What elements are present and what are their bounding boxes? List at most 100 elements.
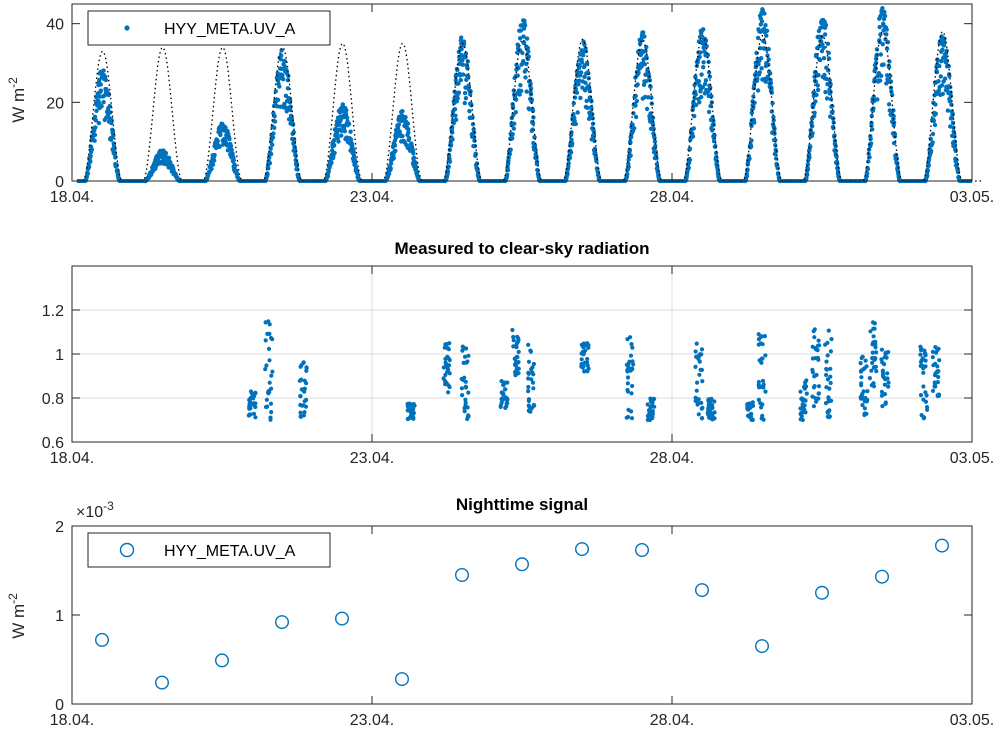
- uv-a-data-point: [340, 102, 345, 107]
- uv-a-data-point: [583, 80, 588, 86]
- ratio-data-point: [526, 389, 531, 394]
- uv-a-data-point: [569, 130, 574, 135]
- ratio-data-point: [511, 344, 516, 349]
- uv-a-data-point: [653, 143, 658, 149]
- ratio-data-point: [628, 335, 633, 340]
- nighttime-data-point: [275, 615, 290, 630]
- uv-a-data-point: [578, 95, 583, 101]
- uv-a-data-point: [450, 125, 455, 130]
- uv-a-data-point: [289, 116, 294, 121]
- uv-a-data-point: [699, 94, 704, 100]
- ratio-data-point: [582, 343, 587, 348]
- uv-a-data-point: [934, 69, 940, 75]
- y-tick-label: 40: [46, 17, 64, 34]
- uv-a-data-point: [396, 122, 402, 127]
- ratio-data-point: [763, 353, 768, 358]
- nighttime-data-point: [695, 583, 710, 598]
- uv-a-data-point: [764, 33, 769, 38]
- uv-a-data-point: [217, 144, 222, 149]
- ratio-data-point: [267, 358, 272, 363]
- ratio-data-point: [882, 355, 887, 360]
- ratio-data-point: [500, 390, 505, 395]
- panel1-axes-frame: [71, 3, 973, 182]
- ratio-data-point: [759, 360, 764, 365]
- ratio-data-point: [870, 350, 875, 355]
- uv-a-data-point: [344, 115, 350, 121]
- uv-a-data-point: [825, 41, 831, 46]
- ratio-data-point: [861, 389, 866, 394]
- uv-a-data-point: [518, 83, 523, 88]
- uv-a-data-point: [388, 161, 394, 166]
- uv-a-data-point: [698, 50, 703, 55]
- ratio-data-point: [693, 349, 698, 354]
- ratio-data-point: [919, 413, 924, 418]
- uv-a-data-point: [773, 143, 778, 148]
- uv-a-data-point: [280, 73, 285, 78]
- ratio-data-point: [625, 375, 631, 380]
- uv-a-data-point: [633, 114, 639, 120]
- uv-a-data-point: [85, 171, 91, 176]
- uv-a-data-point: [448, 143, 454, 148]
- uv-a-data-point: [391, 155, 396, 161]
- panel3-y-scale-factor-exponent: -3: [103, 499, 114, 513]
- uv-a-data-point: [686, 165, 691, 170]
- uv-a-data-point: [755, 35, 761, 41]
- ratio-data-point: [412, 403, 417, 408]
- uv-a-data-point: [98, 88, 104, 93]
- uv-a-data-point: [92, 132, 98, 138]
- uv-a-data-point: [773, 137, 778, 143]
- uv-a-data-point: [827, 78, 832, 83]
- uv-a-data-point: [270, 142, 275, 147]
- ratio-data-point: [530, 380, 536, 385]
- ratio-data-point: [264, 397, 269, 402]
- uv-a-data-point: [628, 135, 634, 140]
- uv-a-data-point: [871, 94, 876, 100]
- uv-a-data-point: [530, 121, 536, 126]
- uv-a-data-point: [893, 152, 899, 158]
- ratio-data-point: [526, 397, 532, 402]
- uv-a-data-point: [272, 114, 277, 119]
- ratio-data-point: [499, 379, 504, 384]
- ratio-data-point: [863, 395, 868, 401]
- uv-a-data-point: [88, 153, 93, 159]
- ratio-data-point: [700, 379, 705, 384]
- ratio-data-point: [585, 360, 590, 365]
- ratio-data-point: [756, 397, 762, 402]
- ratio-data-point: [804, 391, 809, 396]
- ratio-data-point: [444, 380, 449, 385]
- uv-a-data-point: [534, 159, 540, 164]
- uv-a-data-point: [765, 74, 771, 79]
- uv-a-data-point: [571, 101, 576, 106]
- ratio-data-point: [526, 376, 531, 381]
- ratio-data-point: [930, 349, 936, 354]
- uv-a-data-point: [826, 50, 831, 56]
- uv-a-data-point: [807, 155, 812, 160]
- ratio-data-point: [882, 382, 888, 387]
- uv-a-data-point: [715, 169, 721, 174]
- ratio-data-point: [825, 353, 830, 358]
- uv-a-data-point: [168, 160, 173, 165]
- ratio-data-point: [712, 399, 717, 404]
- uv-a-data-point: [513, 110, 518, 115]
- uv-a-data-point: [463, 51, 469, 56]
- uv-a-data-point: [535, 168, 540, 173]
- ratio-data-point: [526, 370, 531, 375]
- uv-a-data-point: [639, 64, 644, 69]
- ratio-data-point: [707, 398, 713, 403]
- uv-a-data-point: [212, 158, 217, 163]
- ratio-data-point: [699, 400, 704, 405]
- uv-a-data-point: [702, 81, 708, 87]
- ratio-data-point: [884, 351, 889, 356]
- uv-a-data-point: [810, 131, 815, 136]
- uv-a-data-point: [591, 132, 597, 137]
- uv-a-data-point: [466, 83, 471, 88]
- uv-a-data-point: [288, 98, 293, 103]
- uv-a-data-point: [231, 157, 236, 163]
- uv-a-data-point: [944, 58, 949, 63]
- uv-a-data-point: [403, 115, 408, 120]
- ratio-data-point: [269, 373, 274, 378]
- uv-a-data-point: [642, 34, 647, 39]
- ratio-data-point: [463, 397, 468, 402]
- uv-a-data-point: [462, 100, 467, 106]
- ratio-data-point: [303, 404, 309, 409]
